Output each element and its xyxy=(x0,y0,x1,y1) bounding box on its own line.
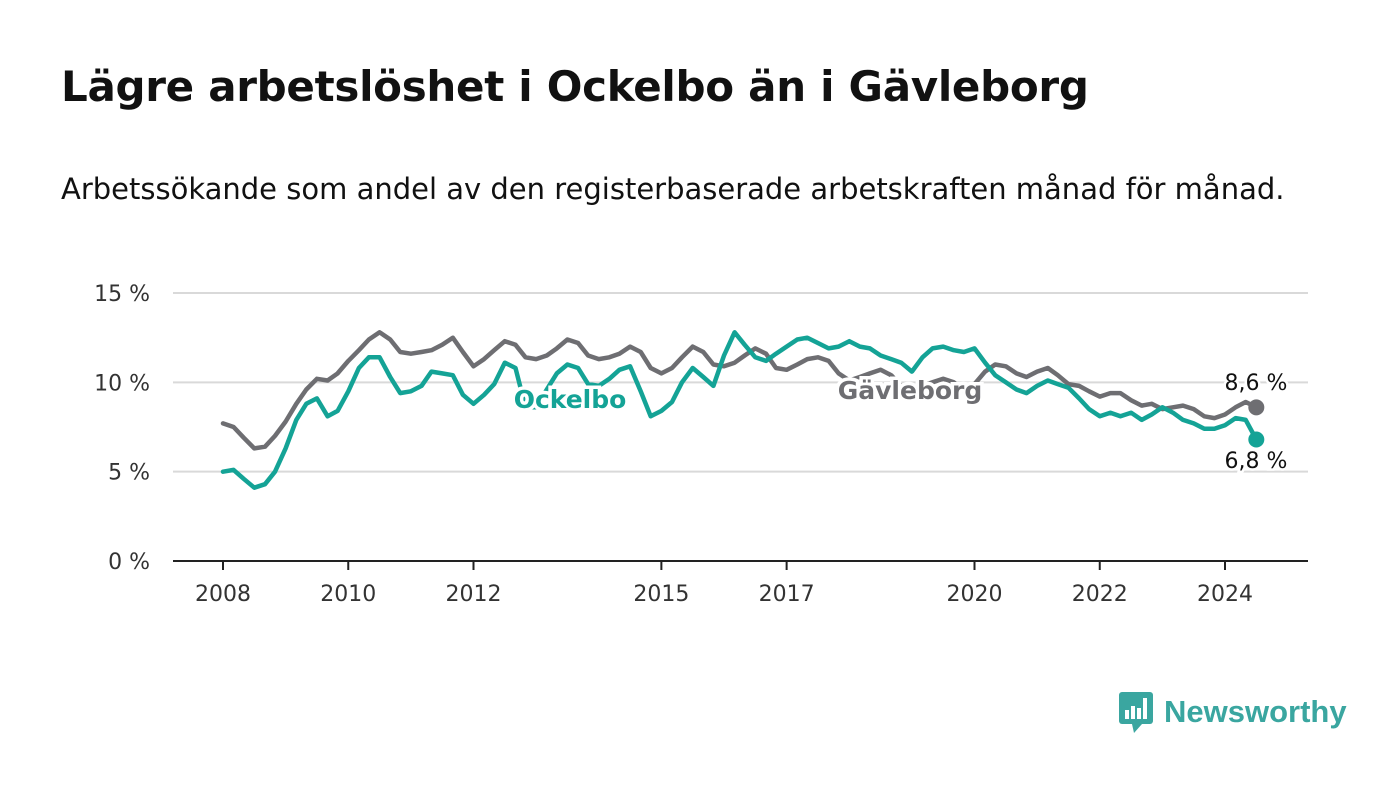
newsworthy-logo-icon xyxy=(1119,692,1153,733)
x-tick-label: 2010 xyxy=(320,582,376,607)
y-tick-label: 5 % xyxy=(108,461,150,486)
grid-lines xyxy=(173,292,1308,473)
series-labels: Gävleborg 8,6 % Ockelbo 6,8 % xyxy=(510,369,1290,477)
x-tick-label: 2017 xyxy=(759,582,815,607)
series-end-marker xyxy=(1248,431,1265,448)
series-line xyxy=(220,330,1259,451)
x-axis-ticks: 2008 2010 2012 2015 2017 2020 2022 2024 xyxy=(195,561,1253,607)
series-end-marker xyxy=(1248,399,1265,416)
brand-name: Newsworthy xyxy=(1164,694,1347,729)
series-end-value-label: 6,8 % xyxy=(1225,449,1288,474)
x-tick-label: 2008 xyxy=(195,582,251,607)
x-tick-label: 2022 xyxy=(1072,582,1128,607)
y-tick-label: 15 % xyxy=(94,282,150,307)
x-tick-label: 2015 xyxy=(633,582,689,607)
y-tick-label: 10 % xyxy=(94,371,150,396)
x-tick-label: 2012 xyxy=(446,582,502,607)
x-tick-label: 2024 xyxy=(1197,582,1253,607)
series-line xyxy=(220,330,1259,490)
x-tick-label: 2020 xyxy=(947,582,1003,607)
series-lines xyxy=(220,330,1265,490)
y-axis-ticks: 0 % 5 % 10 % 15 % xyxy=(94,282,150,575)
series-name-label: Gävleborg xyxy=(838,376,983,405)
y-tick-label: 0 % xyxy=(108,550,150,575)
chart-subtitle: Arbetssökande som andel av den registerb… xyxy=(61,172,1285,206)
chart-title: Lägre arbetslöshet i Ockelbo än i Gävleb… xyxy=(61,62,1089,111)
series-end-value-label: 8,6 % xyxy=(1225,371,1288,396)
series-name-label: Ockelbo xyxy=(514,385,627,414)
newsworthy-brand: Newsworthy xyxy=(1118,690,1347,734)
